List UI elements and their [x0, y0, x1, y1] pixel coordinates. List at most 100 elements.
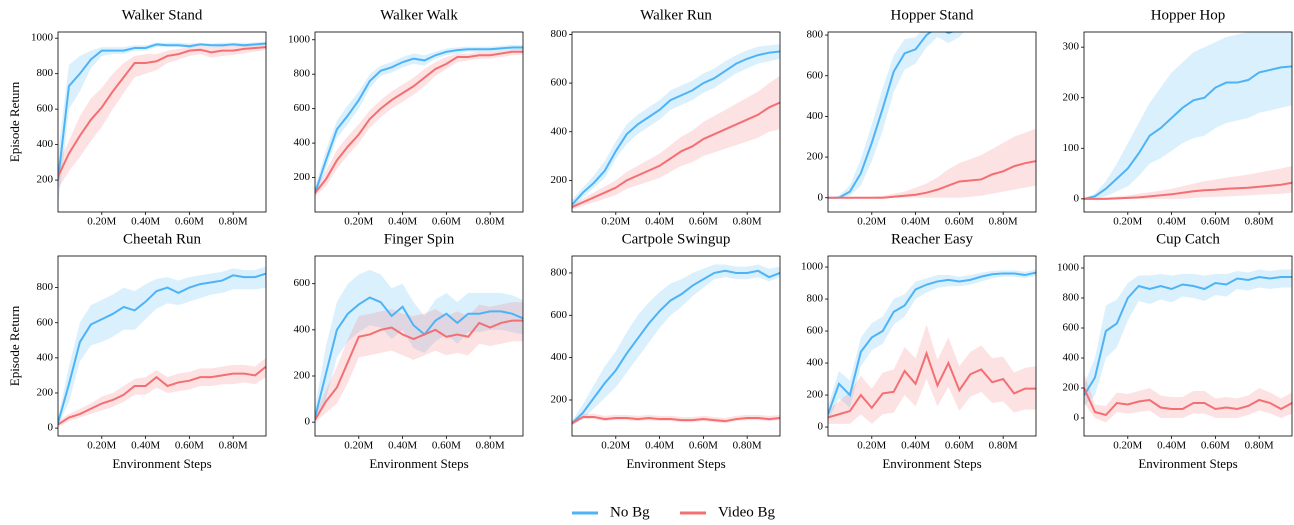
- y-tick-label: 1000: [288, 33, 311, 45]
- y-tick-label: 400: [37, 138, 54, 150]
- y-tick-label: 800: [1063, 292, 1080, 304]
- subplot-title: Walker Walk: [380, 7, 458, 23]
- x-tick-label: 0.60M: [175, 440, 204, 452]
- y-tick-label: 0: [48, 422, 54, 434]
- series-line: [828, 271, 1036, 415]
- y-tick-label: 600: [807, 325, 824, 337]
- subplot: Walker Walk 200 400 600 800 1000 0.20M 0.40M 0.6…: [288, 7, 524, 228]
- x-tick-label: 0.60M: [175, 216, 204, 228]
- y-tick-label: 200: [1063, 91, 1080, 103]
- x-tick-label: 0.80M: [1245, 440, 1274, 452]
- series-line: [572, 269, 780, 425]
- y-tick-label: 600: [37, 103, 54, 115]
- subplot-title: Cup Catch: [1156, 231, 1220, 247]
- band: [315, 269, 523, 423]
- y-tick-label: 200: [37, 174, 54, 186]
- y-tick-label: 800: [37, 281, 54, 293]
- y-tick-label: 200: [807, 151, 824, 163]
- series-line: [315, 296, 523, 418]
- legend: No Bg Video Bg: [572, 504, 776, 520]
- subplot: Cup Catch 0 200 400 600 800 1000 0.20M 0.40M 0.60…: [1057, 231, 1293, 471]
- y-tick-label: 800: [551, 28, 568, 40]
- subplot-title: Finger Spin: [384, 231, 455, 247]
- band: [828, 128, 1036, 198]
- x-tick-label: 0.80M: [219, 216, 248, 228]
- x-tick-label: 0.80M: [989, 440, 1018, 452]
- y-tick-label: 800: [551, 266, 568, 278]
- y-tick-label: 600: [294, 102, 311, 114]
- y-tick-label: 0: [818, 421, 824, 433]
- x-tick-label: 0.40M: [645, 440, 674, 452]
- y-tick-label: 200: [1063, 382, 1080, 394]
- x-tick-label: 0.40M: [131, 216, 160, 228]
- x-tick-label: 0.20M: [344, 440, 373, 452]
- y-tick-label: 0: [305, 416, 311, 428]
- x-tick-label: 0.80M: [219, 440, 248, 452]
- series-line: [315, 46, 523, 194]
- series-line: [828, 160, 1036, 199]
- band: [572, 264, 780, 426]
- x-tick-label: 0.60M: [945, 440, 974, 452]
- series-line: [572, 50, 780, 206]
- band: [315, 44, 523, 197]
- band: [1084, 165, 1292, 199]
- plot-area: [1084, 32, 1292, 200]
- plot-area: [58, 266, 266, 428]
- series-line: [828, 32, 955, 199]
- plot-area: [828, 269, 1036, 424]
- y-tick-label: 0: [818, 191, 824, 203]
- y-tick-label: 1000: [31, 32, 54, 44]
- y-tick-label: 400: [807, 110, 824, 122]
- band: [1084, 373, 1292, 423]
- x-tick-label: 0.60M: [689, 440, 718, 452]
- band: [315, 49, 523, 197]
- axes-frame: [57, 255, 267, 437]
- y-tick-label: 400: [551, 351, 568, 363]
- x-tick-label: 0.80M: [733, 440, 762, 452]
- plot-area: [572, 264, 780, 426]
- x-tick-label: 0.40M: [1157, 440, 1186, 452]
- y-tick-label: 200: [551, 394, 568, 406]
- series-line: [58, 272, 266, 424]
- axes-frame: [314, 31, 524, 213]
- subplot: Reacher Easy 0 200 400 600 800 1000 0.20M 0.40M 0…: [801, 231, 1037, 471]
- x-tick-label: 0.40M: [645, 216, 674, 228]
- y-tick-label: 400: [294, 137, 311, 149]
- y-tick-label: 0: [1074, 412, 1080, 424]
- x-tick-label: 0.60M: [945, 216, 974, 228]
- x-tick-label: 0.40M: [901, 216, 930, 228]
- series-line: [58, 42, 266, 181]
- band: [58, 357, 266, 428]
- subplot: Finger Spin 0 200 400 600 0.20M 0.40M 0.60M 0.80…: [294, 231, 524, 471]
- plot-area: [315, 269, 523, 423]
- plot-area: [315, 44, 523, 197]
- subplot-title: Cheetah Run: [123, 231, 201, 247]
- subplot-title: Hopper Stand: [891, 7, 974, 23]
- x-tick-label: 0.60M: [1201, 440, 1230, 452]
- band: [572, 75, 780, 210]
- subplot: Cartpole Swingup 200 400 600 800 0.20M 0.40M 0.…: [551, 231, 781, 471]
- series-line: [1084, 65, 1292, 200]
- axes-frame: [571, 255, 781, 437]
- x-tick-label: 0.20M: [1113, 440, 1142, 452]
- axes-frame: [1083, 31, 1293, 213]
- x-axis-label: Environment Steps: [369, 456, 468, 471]
- y-tick-label: 200: [294, 370, 311, 382]
- series-line: [1084, 181, 1292, 200]
- x-tick-label: 0.40M: [131, 440, 160, 452]
- axes-frame: [827, 255, 1037, 437]
- subplot: Cheetah Run 0 200 400 600 800 0.20M 0.40M 0.60M 0…: [7, 231, 267, 471]
- y-tick-label: 200: [807, 389, 824, 401]
- y-tick-label: 1000: [801, 261, 824, 273]
- y-tick-label: 800: [807, 293, 824, 305]
- axes-frame: [314, 255, 524, 437]
- band: [58, 41, 266, 207]
- plot-area: [572, 44, 780, 210]
- y-tick-label: 0: [1074, 192, 1080, 204]
- y-tick-label: 400: [807, 357, 824, 369]
- legend-label: Video Bg: [718, 504, 776, 520]
- x-axis-label: Environment Steps: [882, 456, 981, 471]
- y-tick-label: 1000: [1057, 262, 1080, 274]
- series-line: [572, 415, 780, 425]
- axes-frame: [827, 31, 1037, 213]
